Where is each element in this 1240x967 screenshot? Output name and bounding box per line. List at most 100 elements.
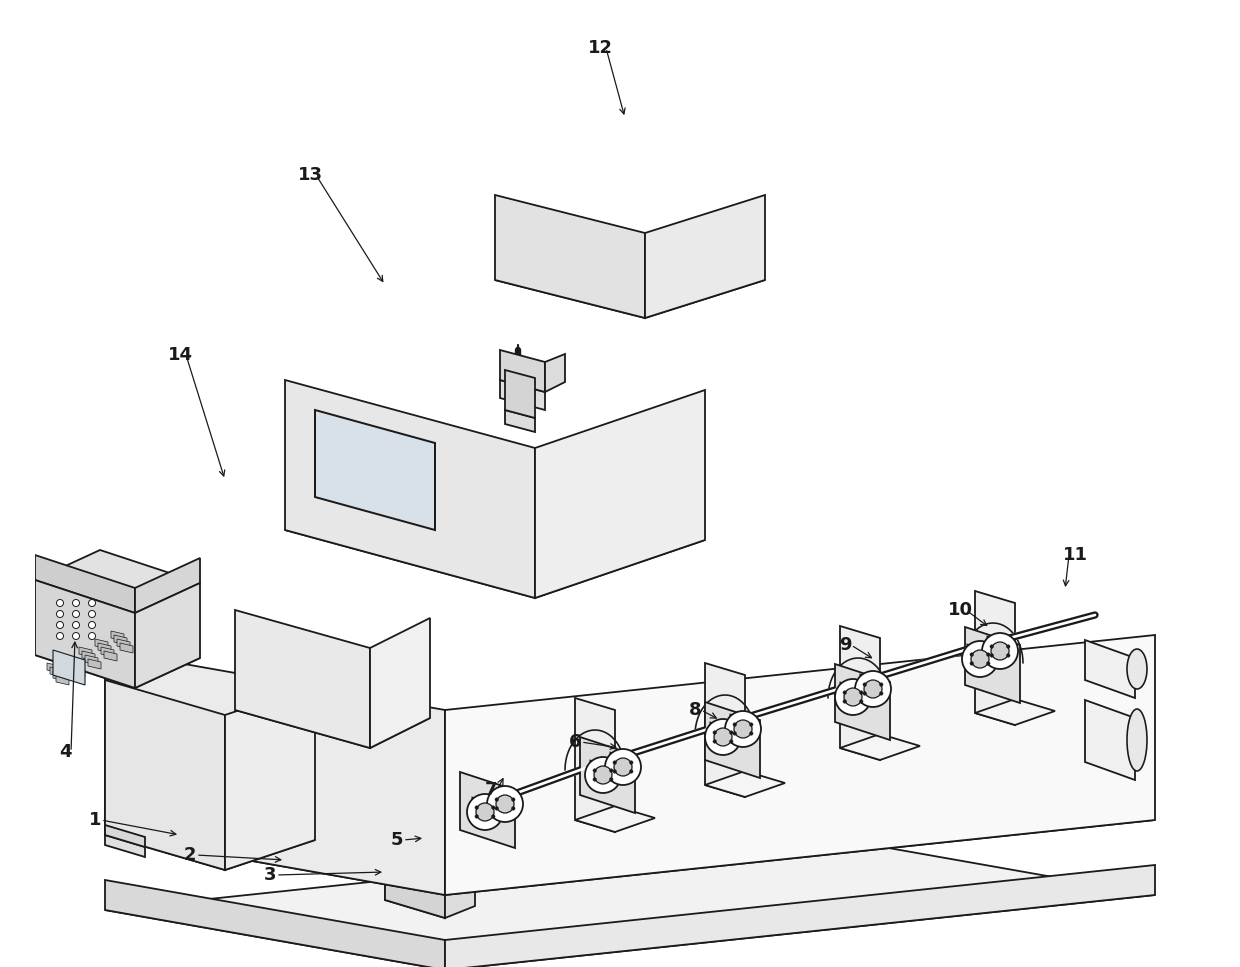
Text: 10: 10 xyxy=(947,601,972,619)
Polygon shape xyxy=(575,698,615,832)
Circle shape xyxy=(511,806,515,810)
Circle shape xyxy=(971,650,990,668)
Polygon shape xyxy=(575,806,655,832)
Polygon shape xyxy=(120,643,133,653)
Circle shape xyxy=(475,814,479,818)
Circle shape xyxy=(729,740,733,744)
Polygon shape xyxy=(645,195,765,318)
Polygon shape xyxy=(839,734,920,760)
Circle shape xyxy=(713,731,717,734)
Polygon shape xyxy=(975,699,1055,725)
Circle shape xyxy=(491,806,495,809)
Polygon shape xyxy=(965,627,1021,703)
Circle shape xyxy=(72,622,79,629)
Polygon shape xyxy=(105,835,145,857)
Circle shape xyxy=(614,758,632,776)
Polygon shape xyxy=(63,655,76,665)
Circle shape xyxy=(594,766,613,784)
Circle shape xyxy=(467,794,503,830)
Polygon shape xyxy=(445,876,475,918)
Circle shape xyxy=(511,798,515,802)
Text: 14: 14 xyxy=(167,346,192,364)
Polygon shape xyxy=(105,805,315,870)
Polygon shape xyxy=(505,410,534,432)
Polygon shape xyxy=(66,659,79,669)
Circle shape xyxy=(88,622,95,629)
Polygon shape xyxy=(460,772,515,848)
Circle shape xyxy=(593,777,596,781)
Polygon shape xyxy=(445,865,1154,967)
Circle shape xyxy=(57,622,63,629)
Circle shape xyxy=(487,786,523,822)
Circle shape xyxy=(863,683,867,687)
Polygon shape xyxy=(105,760,1154,895)
Text: 2: 2 xyxy=(184,846,196,864)
Text: 5: 5 xyxy=(391,831,403,849)
Circle shape xyxy=(496,795,515,813)
Polygon shape xyxy=(1085,700,1135,780)
Circle shape xyxy=(491,814,495,818)
Circle shape xyxy=(970,653,973,657)
Polygon shape xyxy=(35,625,200,688)
Polygon shape xyxy=(35,580,135,688)
Polygon shape xyxy=(580,737,635,813)
Polygon shape xyxy=(112,631,124,641)
Circle shape xyxy=(495,798,498,802)
Polygon shape xyxy=(495,195,645,318)
Circle shape xyxy=(859,700,863,703)
Circle shape xyxy=(88,600,95,606)
Circle shape xyxy=(733,722,737,726)
Circle shape xyxy=(610,769,613,773)
Circle shape xyxy=(990,654,993,658)
Text: 8: 8 xyxy=(688,701,702,719)
Polygon shape xyxy=(105,880,445,967)
Polygon shape xyxy=(105,825,145,847)
Circle shape xyxy=(844,688,862,706)
Polygon shape xyxy=(224,685,315,870)
Circle shape xyxy=(630,761,634,764)
Circle shape xyxy=(605,749,641,785)
Polygon shape xyxy=(975,591,1016,725)
Polygon shape xyxy=(839,626,880,760)
Polygon shape xyxy=(117,639,130,649)
Circle shape xyxy=(476,803,494,821)
Polygon shape xyxy=(315,410,435,530)
Polygon shape xyxy=(69,663,82,673)
Circle shape xyxy=(734,720,751,738)
Circle shape xyxy=(835,679,870,715)
Circle shape xyxy=(970,661,973,665)
Circle shape xyxy=(864,680,882,698)
Polygon shape xyxy=(236,610,370,748)
Polygon shape xyxy=(835,664,890,740)
Text: 1: 1 xyxy=(89,811,102,829)
Circle shape xyxy=(713,740,717,744)
Circle shape xyxy=(1007,645,1011,648)
Circle shape xyxy=(593,769,596,773)
Polygon shape xyxy=(495,242,765,318)
Polygon shape xyxy=(534,390,706,598)
Polygon shape xyxy=(114,635,126,645)
Circle shape xyxy=(610,777,613,781)
Circle shape xyxy=(879,683,883,687)
Polygon shape xyxy=(47,663,60,673)
Polygon shape xyxy=(711,722,732,747)
Polygon shape xyxy=(285,472,706,598)
Polygon shape xyxy=(105,650,445,895)
Circle shape xyxy=(475,806,479,809)
Circle shape xyxy=(749,722,753,726)
Circle shape xyxy=(72,600,79,606)
Circle shape xyxy=(613,770,616,774)
Polygon shape xyxy=(98,643,112,653)
Circle shape xyxy=(991,642,1009,660)
Ellipse shape xyxy=(1127,649,1147,689)
Polygon shape xyxy=(56,675,69,685)
Circle shape xyxy=(1007,654,1011,658)
Polygon shape xyxy=(135,558,200,613)
Circle shape xyxy=(57,610,63,618)
Circle shape xyxy=(613,761,616,764)
Polygon shape xyxy=(104,651,117,661)
Polygon shape xyxy=(236,680,430,748)
Polygon shape xyxy=(841,683,862,708)
Polygon shape xyxy=(384,877,445,918)
Circle shape xyxy=(733,732,737,735)
